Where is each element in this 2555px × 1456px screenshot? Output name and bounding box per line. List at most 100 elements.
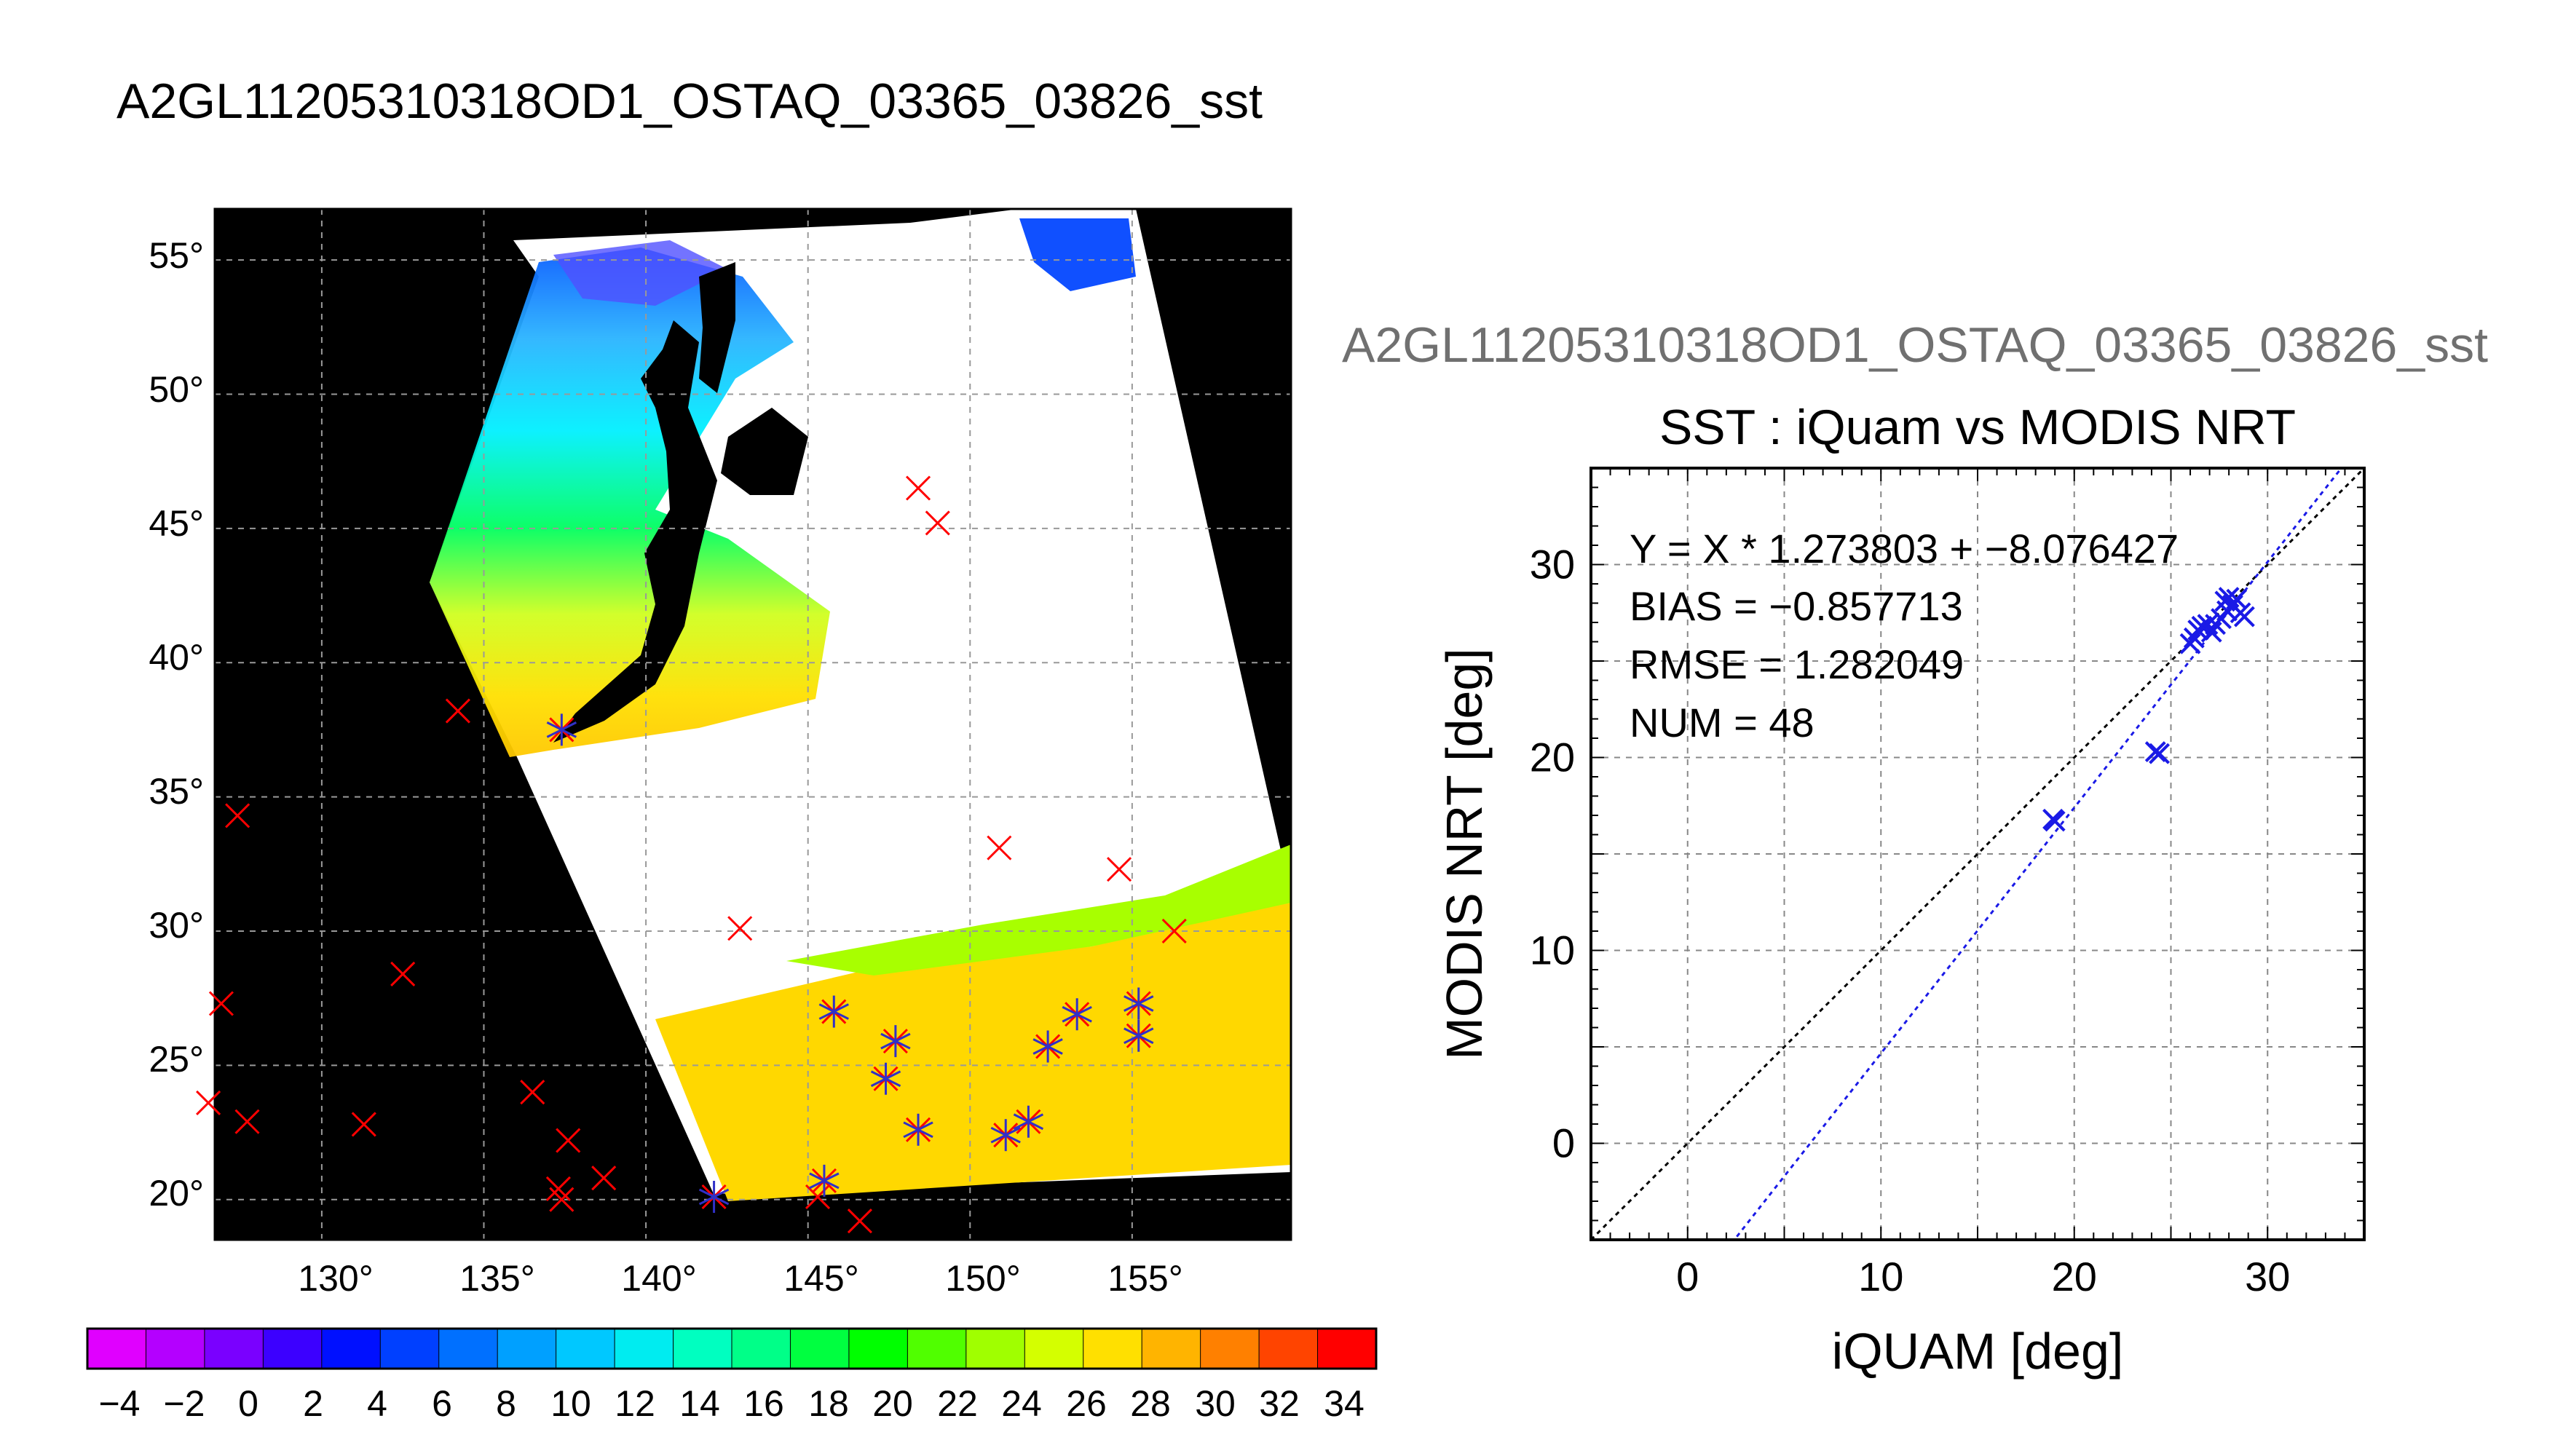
scatter-grid <box>1590 467 2365 1241</box>
iquam-marker <box>549 1187 574 1212</box>
map-x-tick: 150° <box>945 1258 1020 1299</box>
scatter-x-tick: 10 <box>1858 1254 1903 1299</box>
iquam-marker <box>905 475 931 501</box>
iquam-point <box>208 991 234 1016</box>
colorbar-cell <box>145 1328 205 1369</box>
iquam-marker <box>234 1109 260 1134</box>
scatter-point-mark <box>2233 606 2255 628</box>
scatter-title: SST : iQuam vs MODIS NRT <box>1659 400 2296 455</box>
iquam-marker <box>987 835 1012 860</box>
matched-point <box>1124 1019 1154 1052</box>
colorbar-tick: −2 <box>163 1383 205 1424</box>
colorbar-cell <box>438 1328 499 1369</box>
map-y-tick: 55° <box>149 235 204 276</box>
iquam-point <box>727 916 753 941</box>
colorbar-cell <box>965 1328 1026 1369</box>
map-y-tick: 30° <box>149 905 204 946</box>
colorbar-tick: 16 <box>743 1383 784 1424</box>
rmse-stat: RMSE = 1.282049 <box>1630 641 1964 687</box>
sst-north-blue <box>1019 218 1136 291</box>
scatter-point <box>2044 810 2066 832</box>
colorbar-tick: −4 <box>98 1383 140 1424</box>
colorbar-cell <box>321 1328 382 1369</box>
iquam-marker <box>591 1166 617 1191</box>
colorbar-tick: 26 <box>1066 1383 1107 1424</box>
iquam-marker <box>805 1184 831 1210</box>
scatter-y-tick: 20 <box>1530 735 1575 780</box>
iquam-point <box>196 1090 221 1115</box>
iquam-point <box>520 1080 545 1105</box>
matched-point <box>818 995 849 1028</box>
iquam-point <box>905 475 931 501</box>
scatter-point-mark <box>2197 614 2219 636</box>
iquam-point <box>225 803 250 828</box>
matched-point <box>1062 998 1092 1031</box>
colorbar-tick: 32 <box>1259 1383 1300 1424</box>
scatter-point <box>2226 588 2248 610</box>
scatter-point <box>2149 743 2170 764</box>
iquam-marker <box>445 698 470 724</box>
map-y-tick: 20° <box>149 1173 204 1214</box>
colorbar-cell <box>1083 1328 1143 1369</box>
land-sakhalin <box>699 262 735 393</box>
colorbar-tick: 6 <box>432 1383 452 1424</box>
scatter-point-mark <box>2044 810 2066 832</box>
modis-marker <box>990 1126 1021 1144</box>
iquam-point <box>549 1187 574 1212</box>
scatter-y-tick: 10 <box>1530 927 1575 973</box>
map-x-tick: 135° <box>459 1258 534 1299</box>
colorbar-tick: 10 <box>550 1383 591 1424</box>
iquam-marker <box>847 1208 872 1234</box>
modis-marker <box>698 1188 730 1206</box>
modis-marker <box>903 1121 933 1139</box>
colorbar-cell <box>379 1328 440 1369</box>
iquam-point <box>847 1208 872 1234</box>
iquam-marker <box>520 1080 545 1105</box>
iquam-point <box>591 1166 617 1191</box>
iquam-point <box>1161 918 1187 943</box>
iquam-point <box>445 698 470 724</box>
colorbar-tick: 0 <box>238 1383 258 1424</box>
scatter-x-tick: 0 <box>1676 1254 1699 1299</box>
scatter-point-mark <box>2218 587 2240 608</box>
colorbar-cell <box>1141 1328 1201 1369</box>
modis-marker <box>809 1172 840 1190</box>
bias-stat: BIAS = −0.857713 <box>1630 583 1963 629</box>
colorbar-cell <box>1258 1328 1319 1369</box>
colorbar-cell <box>497 1328 557 1369</box>
modis-marker <box>818 1003 849 1020</box>
colorbar-tick: 22 <box>937 1383 978 1424</box>
sst-blue-region <box>430 248 830 757</box>
colorbar-cell <box>1317 1328 1377 1369</box>
sst-north-purple <box>553 240 728 306</box>
colorbar-cell <box>262 1328 323 1369</box>
map-x-tick: 140° <box>621 1258 696 1299</box>
scatter-points <box>2042 587 2255 832</box>
modis-marker <box>870 1070 901 1088</box>
sst-mid-green <box>786 844 1291 976</box>
colorbar-tick: 20 <box>872 1383 913 1424</box>
iquam-marker <box>727 916 753 941</box>
scatter-point-mark <box>2149 743 2170 764</box>
map-title: A2GL11205310318OD1_OSTAQ_03365_03826_sst <box>117 74 1263 129</box>
map-x-ticks: 130° 135° 140° 145° 150° 155° <box>298 1258 1182 1299</box>
colorbar-tick: 24 <box>1001 1383 1042 1424</box>
scatter-point-mark <box>2226 588 2248 610</box>
colorbar-cell <box>1200 1328 1260 1369</box>
matched-point <box>903 1113 933 1146</box>
scatter-point <box>2233 606 2255 628</box>
matched-point <box>1124 987 1154 1020</box>
iquam-point <box>545 1176 571 1201</box>
map-y-tick: 45° <box>149 503 204 544</box>
iquam-marker <box>351 1112 376 1137</box>
modis-marker <box>1062 1005 1092 1023</box>
map-frame <box>213 207 1292 1241</box>
map-x-tick: 130° <box>298 1258 373 1299</box>
land-hokkaido <box>721 408 808 495</box>
matched-point <box>870 1062 901 1095</box>
modis-marker <box>1124 1027 1154 1045</box>
modis-marker <box>880 1032 911 1050</box>
iquam-marker <box>545 1176 571 1201</box>
scatter-x-tick: 30 <box>2245 1254 2290 1299</box>
